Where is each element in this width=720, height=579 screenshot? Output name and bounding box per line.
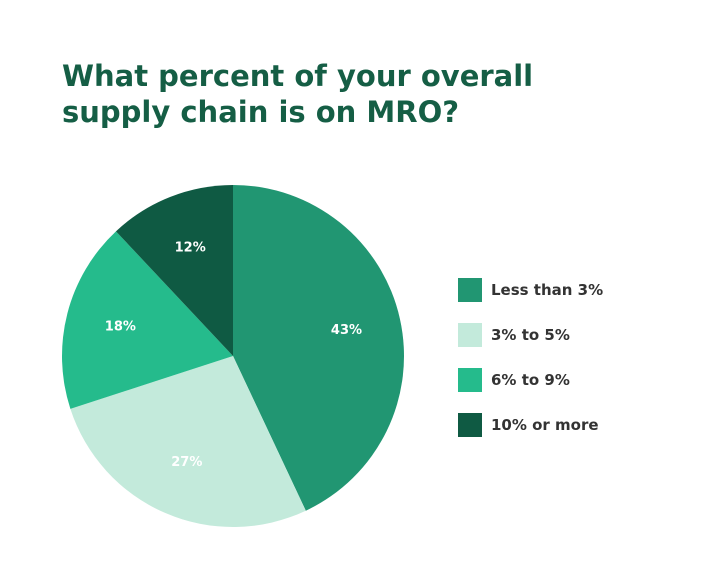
pie-slice-6-to-9 [61, 231, 233, 409]
legend-item-3-to-5: 3% to 5% [458, 322, 603, 348]
chart-title-line-2: supply chain is on MRO? [62, 95, 460, 129]
legend-item-10-or-more: 10% or more [458, 412, 603, 438]
legend-label: 6% to 9% [491, 371, 570, 389]
chart-legend: Less than 3% 3% to 5% 6% to 9% 10% or more [458, 277, 603, 457]
pie-slice-labels: 43% 27% 18% 12% [105, 240, 362, 470]
pie-slice-less-than-3 [233, 185, 404, 511]
chart-title: What percent of your overall supply chai… [62, 58, 622, 130]
pie-slice-label-6-to-9: 18% [105, 320, 136, 335]
legend-swatch [458, 323, 482, 347]
legend-swatch [458, 413, 482, 437]
legend-label: Less than 3% [491, 281, 604, 299]
pie-slice-label-less-than-3: 43% [331, 323, 362, 338]
legend-item-less-than-3: Less than 3% [458, 277, 603, 303]
pie-slice-label-3-to-5: 27% [171, 455, 202, 470]
pie-slice-3-to-5 [70, 356, 306, 527]
legend-label: 3% to 5% [491, 326, 570, 344]
pie-slices [61, 185, 404, 527]
pie-slice-10-or-more [115, 185, 233, 356]
legend-swatch [458, 368, 482, 392]
legend-swatch [458, 278, 482, 302]
pie-slice-label-10-or-more: 12% [175, 240, 206, 255]
legend-label: 10% or more [491, 416, 599, 434]
chart-title-line-1: What percent of your overall [62, 59, 534, 93]
legend-item-6-to-9: 6% to 9% [458, 367, 603, 393]
